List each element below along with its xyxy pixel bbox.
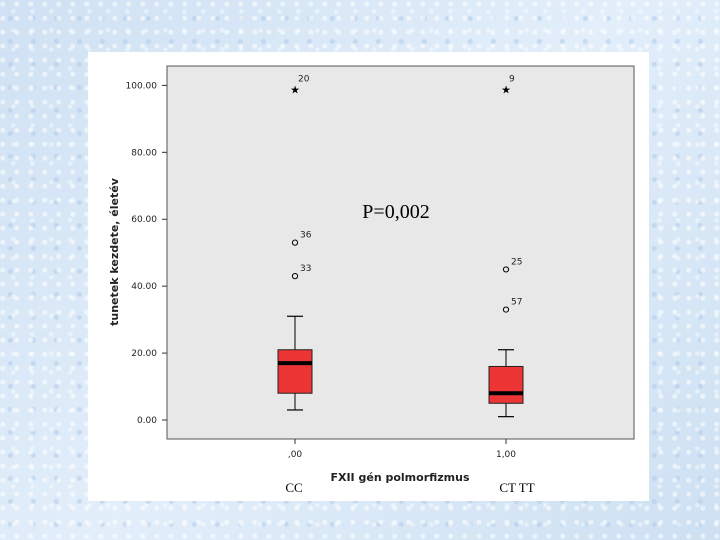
outlier-label: 57 — [511, 298, 522, 308]
extreme-label: 20 — [298, 75, 310, 85]
chart-slide: 0.00 20.00 40.00 60.00 80.00 100.00 ,00 1,00 36… — [88, 52, 649, 501]
y-tick-label: 100.00 — [126, 81, 158, 91]
y-tick-label: 60.00 — [131, 215, 157, 225]
x-tick-label: 1,00 — [496, 450, 516, 460]
iqr-box — [488, 365, 524, 404]
outlier-label: 36 — [300, 231, 312, 241]
y-tick-label: 40.00 — [131, 282, 157, 292]
plot-area — [166, 65, 635, 440]
extreme-point: ★ — [501, 84, 511, 97]
extreme-point: ★ — [290, 84, 300, 97]
box-group: 25 57 ★9 CT TT — [488, 75, 535, 495]
boxplot-chart: 0.00 20.00 40.00 60.00 80.00 100.00 ,00 1,00 36… — [108, 65, 635, 495]
y-tick-label: 20.00 — [131, 349, 157, 359]
outlier-point — [291, 273, 299, 280]
outlier-point — [502, 306, 510, 313]
outlier-label: 25 — [511, 257, 522, 267]
iqr-box — [277, 349, 313, 394]
outlier-point — [291, 239, 299, 246]
y-tick-label: 0.00 — [137, 416, 157, 426]
box-group: 36 33 ★20 CC — [277, 75, 313, 495]
p-value-annotation: P=0,002 — [362, 201, 429, 223]
x-axis-title: FXII gén polmorfizmus — [330, 471, 469, 484]
y-tick-label: 80.00 — [131, 148, 157, 158]
x-tick-label: ,00 — [288, 450, 303, 460]
y-axis-title: tunetek kezdete, életév — [108, 177, 121, 326]
outlier-label: 33 — [300, 264, 311, 274]
y-axis: 0.00 20.00 40.00 60.00 80.00 100.00 ,00 1,00 — [126, 81, 517, 460]
genotype-label: CT TT — [499, 480, 534, 495]
outlier-point — [502, 266, 510, 273]
extreme-label: 9 — [509, 75, 515, 85]
genotype-label: CC — [285, 480, 302, 495]
